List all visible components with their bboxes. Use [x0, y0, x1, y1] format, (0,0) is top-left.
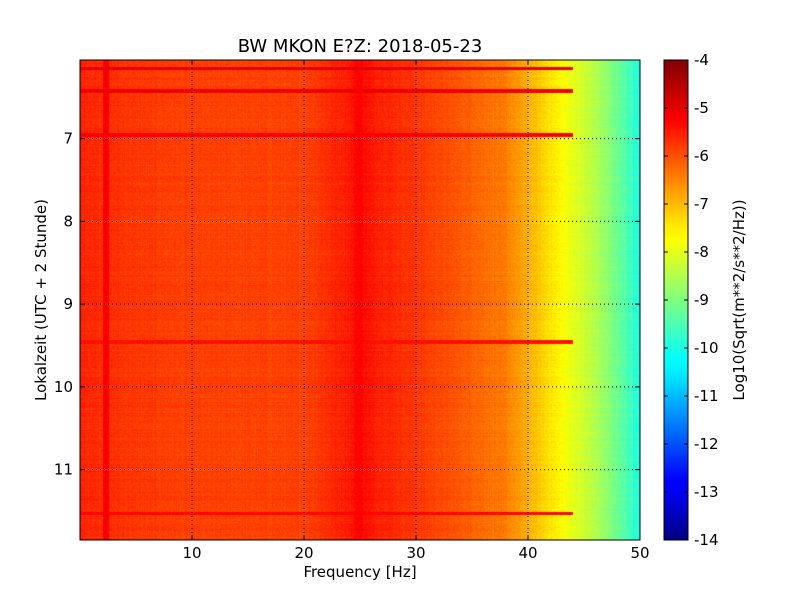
colorbar-tick-label: -8: [694, 243, 709, 261]
plot-frame: [79, 59, 641, 541]
x-tick-label: 10: [182, 544, 201, 562]
colorbar-tick-label: -6: [694, 147, 709, 165]
colorbar-tick-label: -11: [694, 387, 719, 405]
x-axis-label: Frequency [Hz]: [303, 563, 416, 581]
grid-lines: [80, 60, 640, 540]
y-axis-label: Lokalzeit (UTC + 2 Stunde): [32, 199, 50, 401]
y-tick-label: 8: [63, 212, 73, 230]
spectrogram-plot-area: [80, 60, 640, 540]
spectrogram-heatmap: [80, 60, 640, 540]
y-tick-label: 9: [63, 295, 73, 313]
colorbar-tick-label: -5: [694, 99, 709, 117]
y-tick-label: 10: [54, 378, 73, 396]
x-tick-label: 30: [406, 544, 425, 562]
y-tick-label: 7: [63, 130, 73, 148]
colorbar-axis: -4 -5 -6 -7 -8 -9 -10 -11 -12 -13 -14: [664, 51, 719, 549]
colorbar-tick-label: -4: [694, 51, 709, 69]
colorbar-tick-label: -13: [694, 483, 719, 501]
colorbar-tick-label: -14: [694, 531, 719, 549]
x-tick-label: 40: [518, 544, 537, 562]
colorbar-label: Log10(Sqrt(m**2/s**2/Hz)): [730, 199, 748, 400]
colorbar-tick-label: -12: [694, 435, 719, 453]
y-axis: 7 8 9 10 11: [54, 130, 640, 479]
y-tick-label: 11: [54, 461, 73, 479]
colorbar-tick-label: -7: [694, 195, 709, 213]
colorbar-tick-label: -10: [694, 339, 719, 357]
x-axis: 10 20 30 40 50: [182, 60, 650, 562]
chart-title: BW MKON E?Z: 2018-05-23: [238, 36, 483, 57]
colorbar-tick-label: -9: [694, 291, 709, 309]
x-tick-label: 20: [294, 544, 313, 562]
x-tick-label: 50: [630, 544, 649, 562]
